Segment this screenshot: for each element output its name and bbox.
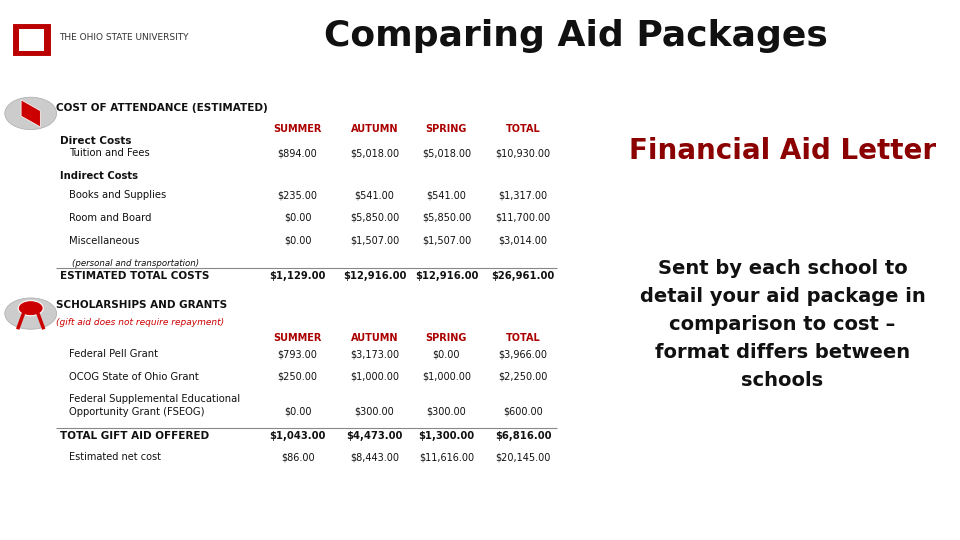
Text: AUTUMN: AUTUMN: [350, 124, 398, 133]
Text: $5,018.00: $5,018.00: [421, 148, 471, 158]
Text: Estimated net cost: Estimated net cost: [69, 453, 161, 462]
Text: COST OF ATTENDANCE (ESTIMATED): COST OF ATTENDANCE (ESTIMATED): [56, 103, 268, 113]
Polygon shape: [21, 100, 40, 127]
Text: $5,850.00: $5,850.00: [421, 213, 471, 223]
Text: Opportunity Grant (FSEOG): Opportunity Grant (FSEOG): [69, 407, 204, 417]
Text: $300.00: $300.00: [426, 407, 467, 417]
Text: $10,930.00: $10,930.00: [495, 148, 551, 158]
Text: Federal Pell Grant: Federal Pell Grant: [69, 349, 158, 359]
Text: $894.00: $894.00: [277, 148, 318, 158]
Text: TOTAL: TOTAL: [506, 124, 540, 133]
Text: TOTAL: TOTAL: [506, 333, 540, 343]
Text: SPRING: SPRING: [425, 333, 468, 343]
Text: OCOG State of Ohio Grant: OCOG State of Ohio Grant: [69, 372, 199, 382]
Text: $1,000.00: $1,000.00: [349, 372, 399, 382]
Text: $250.00: $250.00: [277, 372, 318, 382]
Text: Comparing Aid Packages: Comparing Aid Packages: [324, 19, 828, 53]
Text: $0.00: $0.00: [433, 349, 460, 359]
Text: $3,014.00: $3,014.00: [498, 235, 548, 246]
Text: Federal Supplemental Educational: Federal Supplemental Educational: [69, 394, 240, 404]
Text: THE OHIO STATE UNIVERSITY: THE OHIO STATE UNIVERSITY: [60, 33, 189, 42]
Text: Room and Board: Room and Board: [69, 213, 152, 223]
Text: (personal and transportation): (personal and transportation): [72, 259, 199, 268]
Text: $1,000.00: $1,000.00: [421, 372, 471, 382]
Text: $86.00: $86.00: [280, 453, 315, 462]
Text: $0.00: $0.00: [284, 213, 311, 223]
Text: SPRING: SPRING: [425, 124, 468, 133]
Text: $12,916.00: $12,916.00: [415, 271, 478, 281]
Text: $1,043.00: $1,043.00: [270, 431, 325, 441]
Text: SUMMER: SUMMER: [274, 124, 322, 133]
Text: $2,250.00: $2,250.00: [498, 372, 548, 382]
Text: $0.00: $0.00: [284, 407, 311, 417]
Text: $1,507.00: $1,507.00: [421, 235, 471, 246]
FancyBboxPatch shape: [12, 23, 52, 57]
Text: $541.00: $541.00: [426, 190, 467, 200]
Text: $12,916.00: $12,916.00: [343, 271, 406, 281]
Ellipse shape: [5, 298, 57, 329]
Ellipse shape: [5, 97, 57, 130]
Text: $11,616.00: $11,616.00: [419, 453, 474, 462]
Text: (gift aid does not require repayment): (gift aid does not require repayment): [56, 318, 224, 327]
Text: $541.00: $541.00: [354, 190, 395, 200]
Text: Tuition and Fees: Tuition and Fees: [69, 148, 150, 158]
Text: $5,850.00: $5,850.00: [349, 213, 399, 223]
Text: Miscellaneous: Miscellaneous: [69, 235, 139, 246]
Text: TOTAL GIFT AID OFFERED: TOTAL GIFT AID OFFERED: [60, 431, 209, 441]
Text: ESTIMATED TOTAL COSTS: ESTIMATED TOTAL COSTS: [60, 271, 210, 281]
Text: $3,966.00: $3,966.00: [498, 349, 548, 359]
Text: $1,129.00: $1,129.00: [270, 271, 325, 281]
Text: Financial Aid Letter: Financial Aid Letter: [629, 137, 936, 165]
Text: $0.00: $0.00: [284, 235, 311, 246]
Text: $1,507.00: $1,507.00: [349, 235, 399, 246]
Text: $8,443.00: $8,443.00: [349, 453, 399, 462]
Text: SCHOLARSHIPS AND GRANTS: SCHOLARSHIPS AND GRANTS: [56, 300, 227, 310]
Ellipse shape: [18, 301, 43, 316]
Text: $11,700.00: $11,700.00: [495, 213, 551, 223]
Text: Sent by each school to
detail your aid package in
comparison to cost –
format di: Sent by each school to detail your aid p…: [639, 259, 925, 389]
Text: $793.00: $793.00: [277, 349, 318, 359]
Text: $1,317.00: $1,317.00: [498, 190, 548, 200]
Text: AUTUMN: AUTUMN: [350, 333, 398, 343]
Text: Indirect Costs: Indirect Costs: [60, 171, 138, 181]
Text: $600.00: $600.00: [503, 407, 543, 417]
Text: Books and Supplies: Books and Supplies: [69, 190, 166, 200]
FancyBboxPatch shape: [19, 29, 44, 51]
Text: SUMMER: SUMMER: [274, 333, 322, 343]
Text: $20,145.00: $20,145.00: [495, 453, 551, 462]
Text: $4,473.00: $4,473.00: [347, 431, 402, 441]
Text: $6,816.00: $6,816.00: [495, 431, 551, 441]
Text: $300.00: $300.00: [354, 407, 395, 417]
Text: $1,300.00: $1,300.00: [419, 431, 474, 441]
Text: $26,961.00: $26,961.00: [492, 271, 555, 281]
Text: $3,173.00: $3,173.00: [349, 349, 399, 359]
Text: $235.00: $235.00: [277, 190, 318, 200]
Text: $5,018.00: $5,018.00: [349, 148, 399, 158]
Text: Direct Costs: Direct Costs: [60, 137, 132, 146]
